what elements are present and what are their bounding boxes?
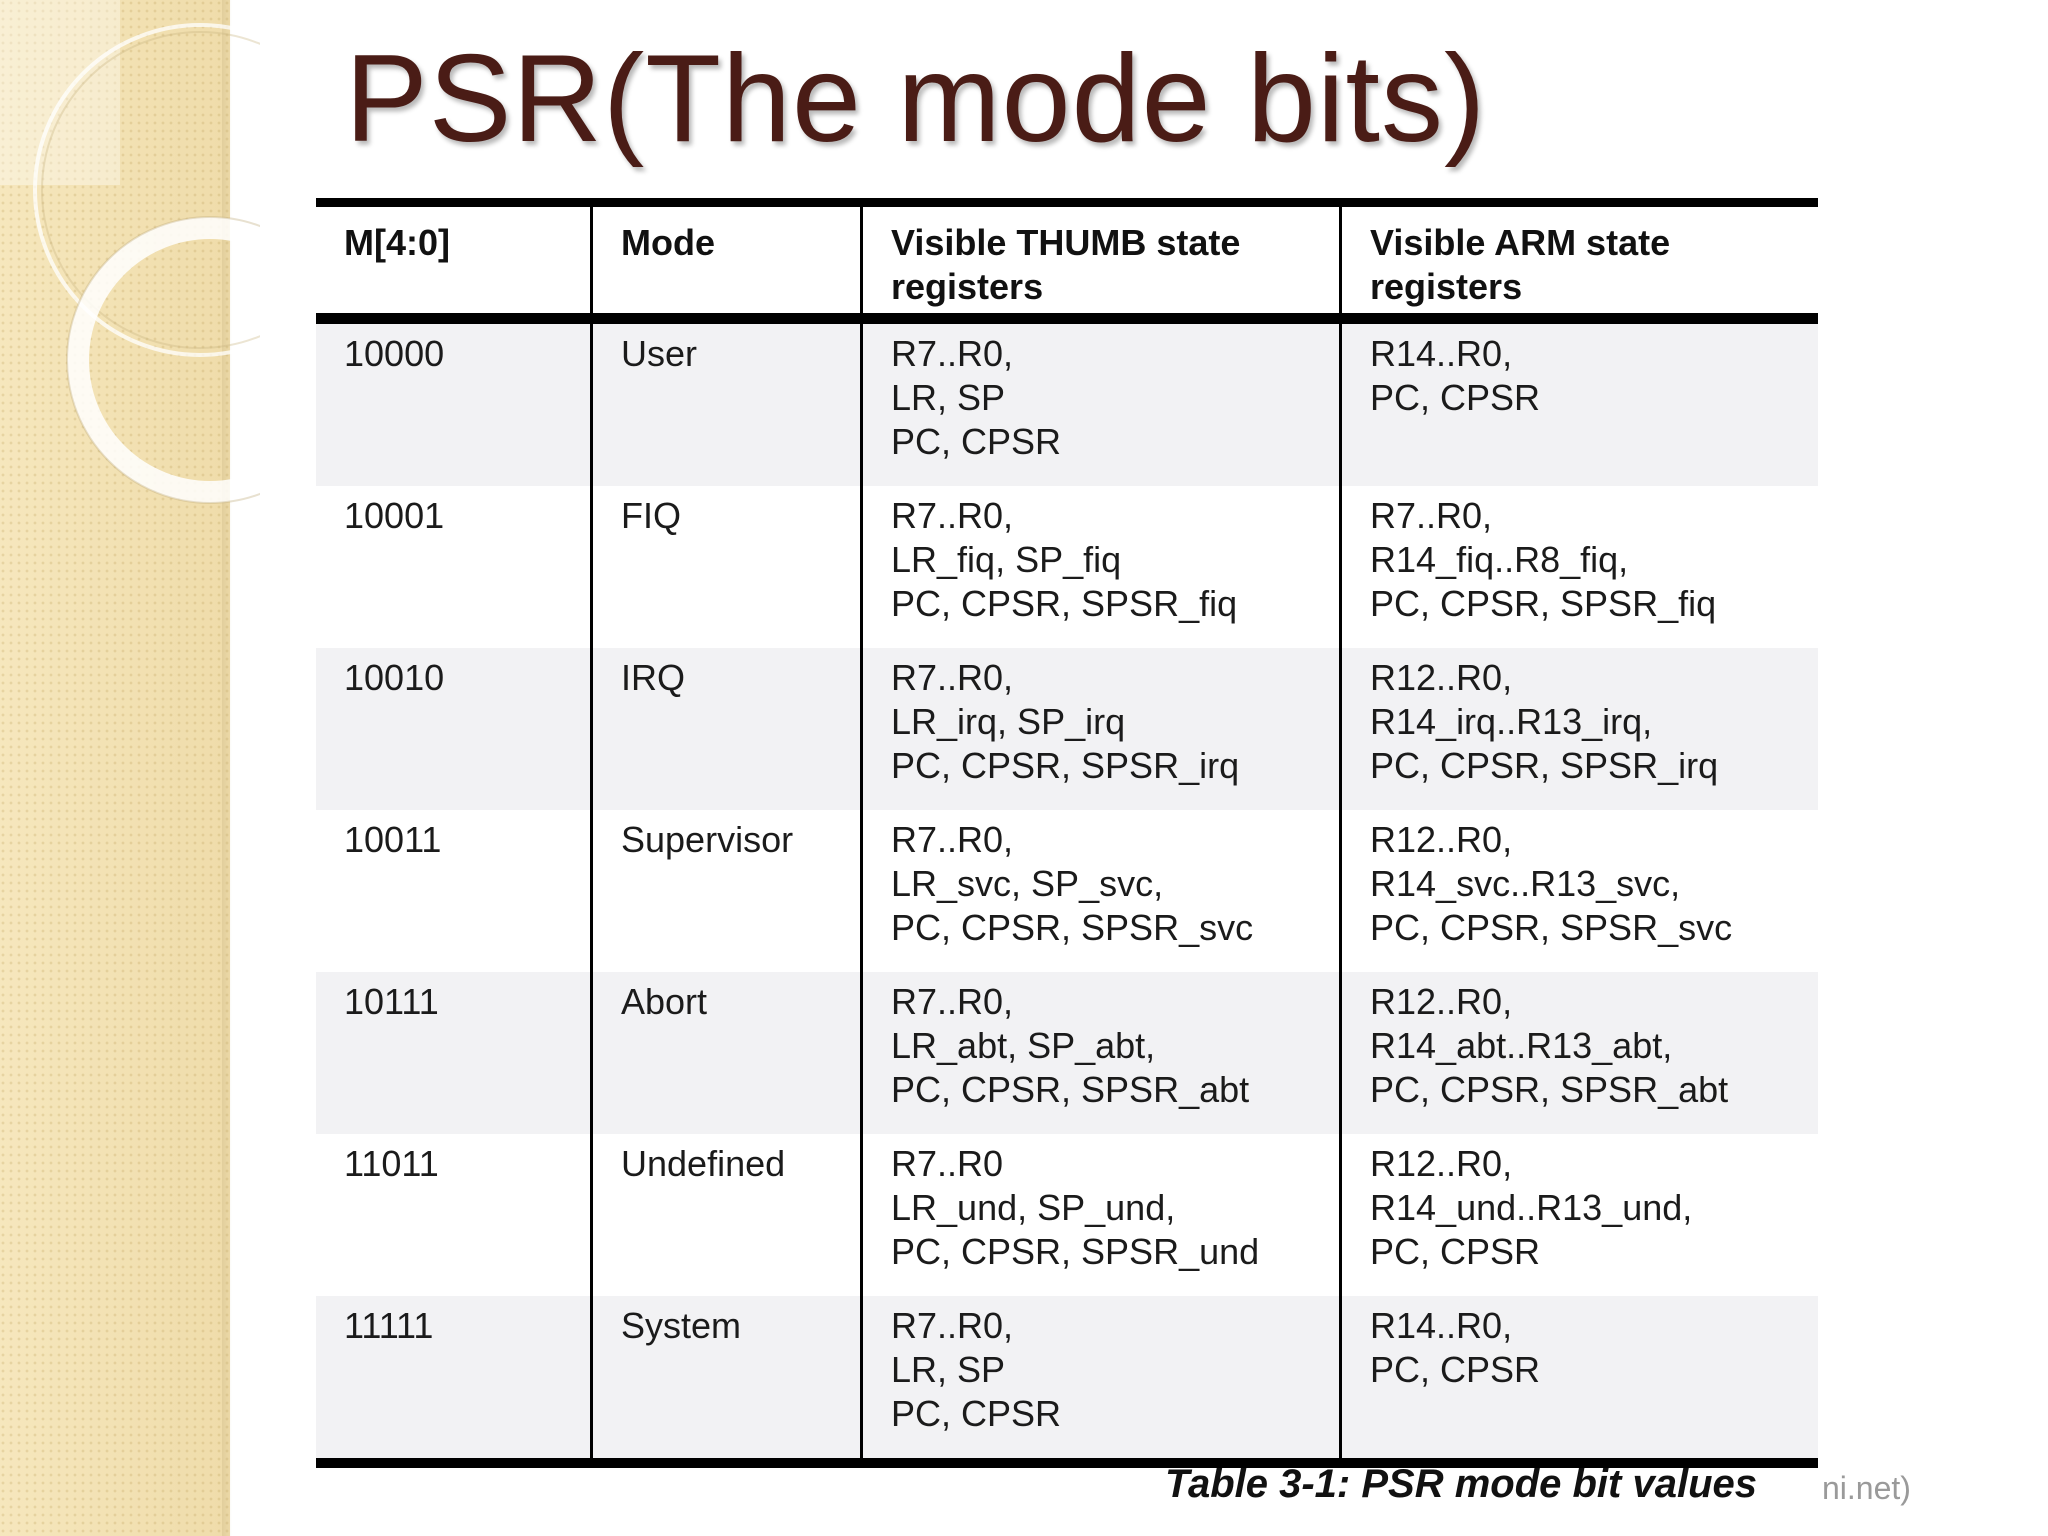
cell-arm-registers: R14..R0, PC, CPSR <box>1339 1296 1818 1458</box>
cell-thumb-registers: R7..R0, LR_svc, SP_svc, PC, CPSR, SPSR_s… <box>860 810 1339 972</box>
cell-mode: System <box>590 1296 860 1458</box>
table-row: 10001 FIQ R7..R0, LR_fiq, SP_fiq PC, CPS… <box>316 486 1818 648</box>
cell-arm-registers: R14..R0, PC, CPSR <box>1339 324 1818 486</box>
cell-arm-registers: R12..R0, R14_und..R13_und, PC, CPSR <box>1339 1134 1818 1296</box>
cell-arm-registers: R12..R0, R14_svc..R13_svc, PC, CPSR, SPS… <box>1339 810 1818 972</box>
cell-mode: Undefined <box>590 1134 860 1296</box>
cell-mode: IRQ <box>590 648 860 810</box>
table-row: 10010 IRQ R7..R0, LR_irq, SP_irq PC, CPS… <box>316 648 1818 810</box>
cell-thumb-registers: R7..R0, LR_abt, SP_abt, PC, CPSR, SPSR_a… <box>860 972 1339 1134</box>
slide-title: PSR(The mode bits) <box>345 30 1487 168</box>
source-fragment: ni.net) <box>1822 1470 1911 1506</box>
header-thumb-registers: Visible THUMB state registers <box>860 207 1339 313</box>
cell-thumb-registers: R7..R0, LR, SP PC, CPSR <box>860 324 1339 486</box>
cell-thumb-registers: R7..R0, LR_fiq, SP_fiq PC, CPSR, SPSR_fi… <box>860 486 1339 648</box>
cell-mode: Supervisor <box>590 810 860 972</box>
psr-mode-table: M[4:0] Mode Visible THUMB state register… <box>316 198 1818 1468</box>
cell-mbits: 10111 <box>344 981 439 1022</box>
header-mode: Mode <box>590 207 860 313</box>
cell-mbits: 10011 <box>344 819 442 860</box>
cell-mbits: 10000 <box>344 333 445 374</box>
cell-arm-registers: R7..R0, R14_fiq..R8_fiq, PC, CPSR, SPSR_… <box>1339 486 1818 648</box>
cell-thumb-registers: R7..R0 LR_und, SP_und, PC, CPSR, SPSR_un… <box>860 1134 1339 1296</box>
table-bottom-rule <box>316 1458 1818 1468</box>
table-body: 10000 User R7..R0, LR, SP PC, CPSR R14..… <box>316 324 1818 1458</box>
table-row: 11111 System R7..R0, LR, SP PC, CPSR R14… <box>316 1296 1818 1458</box>
table-header-row: M[4:0] Mode Visible THUMB state register… <box>316 207 1818 313</box>
cell-mbits: 10001 <box>344 495 445 536</box>
cell-mbits: 10010 <box>344 657 445 698</box>
table-top-rule <box>316 198 1818 207</box>
cell-mode: Abort <box>590 972 860 1134</box>
table-caption: Table 3-1: PSR mode bit values <box>1165 1462 1758 1506</box>
cell-mode: User <box>590 324 860 486</box>
table-row: 10111 Abort R7..R0, LR_abt, SP_abt, PC, … <box>316 972 1818 1134</box>
table-row: 10000 User R7..R0, LR, SP PC, CPSR R14..… <box>316 324 1818 486</box>
header-arm-registers: Visible ARM state registers <box>1339 207 1818 313</box>
cell-mbits: 11111 <box>344 1305 434 1346</box>
sidebar-edge-shadow <box>222 0 232 1536</box>
header-mbits: M[4:0] <box>344 222 450 263</box>
table-row: 10011 Supervisor R7..R0, LR_svc, SP_svc,… <box>316 810 1818 972</box>
cell-thumb-registers: R7..R0, LR, SP PC, CPSR <box>860 1296 1339 1458</box>
table-row: 11011 Undefined R7..R0 LR_und, SP_und, P… <box>316 1134 1818 1296</box>
table-header-rule <box>316 313 1818 324</box>
cell-mode: FIQ <box>590 486 860 648</box>
cell-mbits: 11011 <box>344 1143 439 1184</box>
decorative-rings <box>0 0 260 504</box>
cell-thumb-registers: R7..R0, LR_irq, SP_irq PC, CPSR, SPSR_ir… <box>860 648 1339 810</box>
cell-arm-registers: R12..R0, R14_irq..R13_irq, PC, CPSR, SPS… <box>1339 648 1818 810</box>
cell-arm-registers: R12..R0, R14_abt..R13_abt, PC, CPSR, SPS… <box>1339 972 1818 1134</box>
